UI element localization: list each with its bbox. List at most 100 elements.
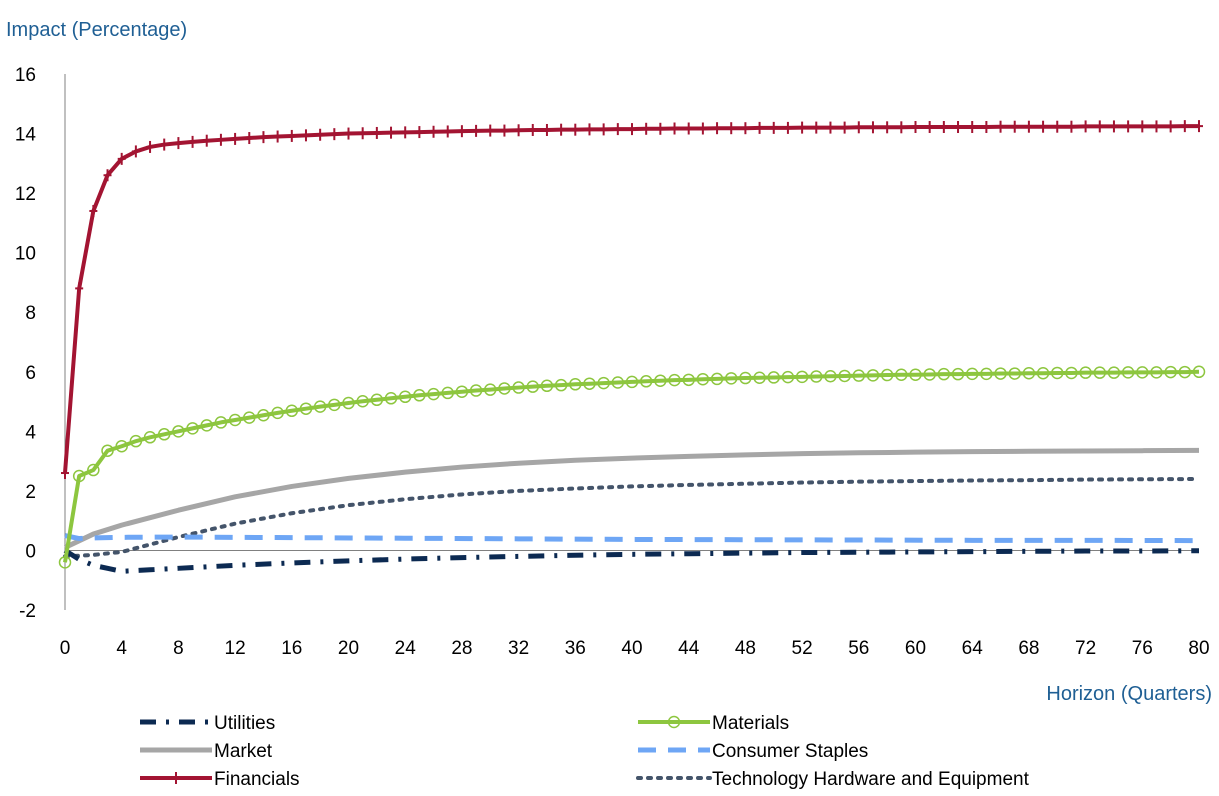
data-point-marker [937, 367, 951, 381]
data-point-marker [398, 390, 412, 404]
x-tick-label: 12 [225, 638, 246, 659]
data-point-marker [1150, 366, 1163, 379]
data-point-marker [781, 370, 795, 384]
data-point-marker [384, 392, 398, 405]
data-point-marker [866, 369, 880, 382]
legend-item-materials: Materials [638, 713, 789, 734]
series-line [64, 533, 1200, 544]
data-point-marker [157, 428, 171, 441]
legend-label: Utilities [214, 713, 275, 734]
x-tick-label: 32 [508, 638, 529, 659]
y-tick-label: -2 [19, 601, 36, 622]
legend-item-consumer-staples: Consumer Staples [638, 741, 868, 762]
x-tick-label: 8 [173, 638, 184, 659]
y-tick-label: 8 [25, 303, 36, 324]
x-tick-label: 0 [60, 638, 71, 659]
data-point-marker [342, 396, 355, 410]
y-tick-label: 16 [15, 65, 36, 86]
data-point-marker [682, 373, 695, 387]
x-tick-label: 4 [116, 638, 127, 659]
data-point-marker [455, 385, 469, 398]
x-tick-label: 36 [565, 638, 586, 659]
data-point-marker [880, 368, 894, 382]
data-point-marker [313, 400, 327, 413]
data-point-marker [852, 369, 866, 382]
x-tick-label: 20 [338, 638, 359, 659]
data-point-marker [1178, 365, 1192, 379]
data-point-marker [285, 404, 299, 418]
series-market [63, 447, 1200, 550]
data-point-marker [895, 368, 908, 382]
data-point-marker [72, 469, 86, 483]
data-point-marker [1136, 366, 1149, 379]
series-consumer-staples [64, 533, 1200, 544]
x-tick-label: 68 [1018, 638, 1039, 659]
data-point-marker [243, 411, 256, 424]
x-tick-label: 76 [1132, 638, 1153, 659]
data-point-marker [1079, 366, 1092, 379]
data-point-marker [540, 379, 554, 393]
x-tick-label: 56 [848, 638, 869, 659]
series-layer [58, 120, 1206, 574]
x-tick-label: 24 [395, 638, 417, 659]
data-point-marker [965, 367, 979, 381]
data-point-marker [667, 715, 681, 729]
data-point-marker [838, 369, 851, 383]
y-tick-label: 4 [25, 422, 36, 443]
data-point-marker [214, 416, 228, 429]
data-point-marker [1065, 366, 1078, 380]
data-point-marker [526, 380, 540, 393]
data-point-marker [1164, 365, 1177, 379]
data-point-marker [200, 419, 213, 432]
axes-layer [64, 74, 1199, 610]
legend-label: Market [214, 741, 273, 762]
data-point-marker [427, 387, 440, 401]
data-point-marker [328, 398, 341, 412]
x-tick-label: 28 [451, 638, 472, 659]
data-point-marker [654, 374, 667, 387]
data-point-marker [87, 463, 100, 477]
data-point-marker [1008, 367, 1021, 380]
data-point-marker [583, 377, 596, 390]
series-financials [61, 120, 1203, 480]
x-tick-label: 64 [962, 638, 984, 659]
x-axis-title: Horizon (Quarters) [1046, 683, 1212, 705]
legend-label: Financials [214, 769, 300, 790]
data-point-marker [569, 378, 582, 391]
data-point-marker [129, 434, 143, 448]
legend-label: Consumer Staples [712, 741, 868, 762]
x-tick-label: 72 [1075, 638, 1096, 659]
y-tick-label: 6 [25, 363, 36, 384]
series-line [63, 476, 1201, 559]
y-tick-label: 10 [15, 244, 36, 265]
data-point-marker [370, 393, 384, 407]
data-point-marker [909, 368, 922, 382]
data-point-marker [611, 376, 625, 389]
data-point-marker [1022, 367, 1036, 380]
data-point-marker [668, 373, 681, 387]
legend-item-utilities: Utilities [140, 713, 275, 734]
y-tick-label: 12 [15, 184, 36, 205]
data-point-marker [257, 409, 270, 422]
y-tick-label: 2 [25, 482, 36, 503]
series-line [63, 447, 1200, 550]
x-tick-label: 40 [621, 638, 642, 659]
data-point-marker [1107, 366, 1121, 379]
y-axis-title: Impact (Percentage) [6, 19, 187, 41]
data-point-marker [413, 389, 426, 402]
data-point-marker [101, 444, 114, 457]
data-point-marker [1036, 367, 1050, 380]
x-tick-label: 60 [905, 638, 926, 659]
data-point-marker [710, 372, 724, 386]
data-point-marker [696, 372, 710, 386]
data-point-marker [923, 368, 936, 381]
y-tick-label: 14 [15, 125, 37, 146]
legend-item-financials: Financials [140, 769, 300, 790]
data-point-marker [172, 425, 185, 438]
data-point-marker [58, 556, 72, 569]
x-tick-label: 16 [281, 638, 302, 659]
data-point-marker [625, 375, 639, 389]
data-point-marker [739, 371, 752, 385]
data-point-marker [271, 406, 284, 420]
